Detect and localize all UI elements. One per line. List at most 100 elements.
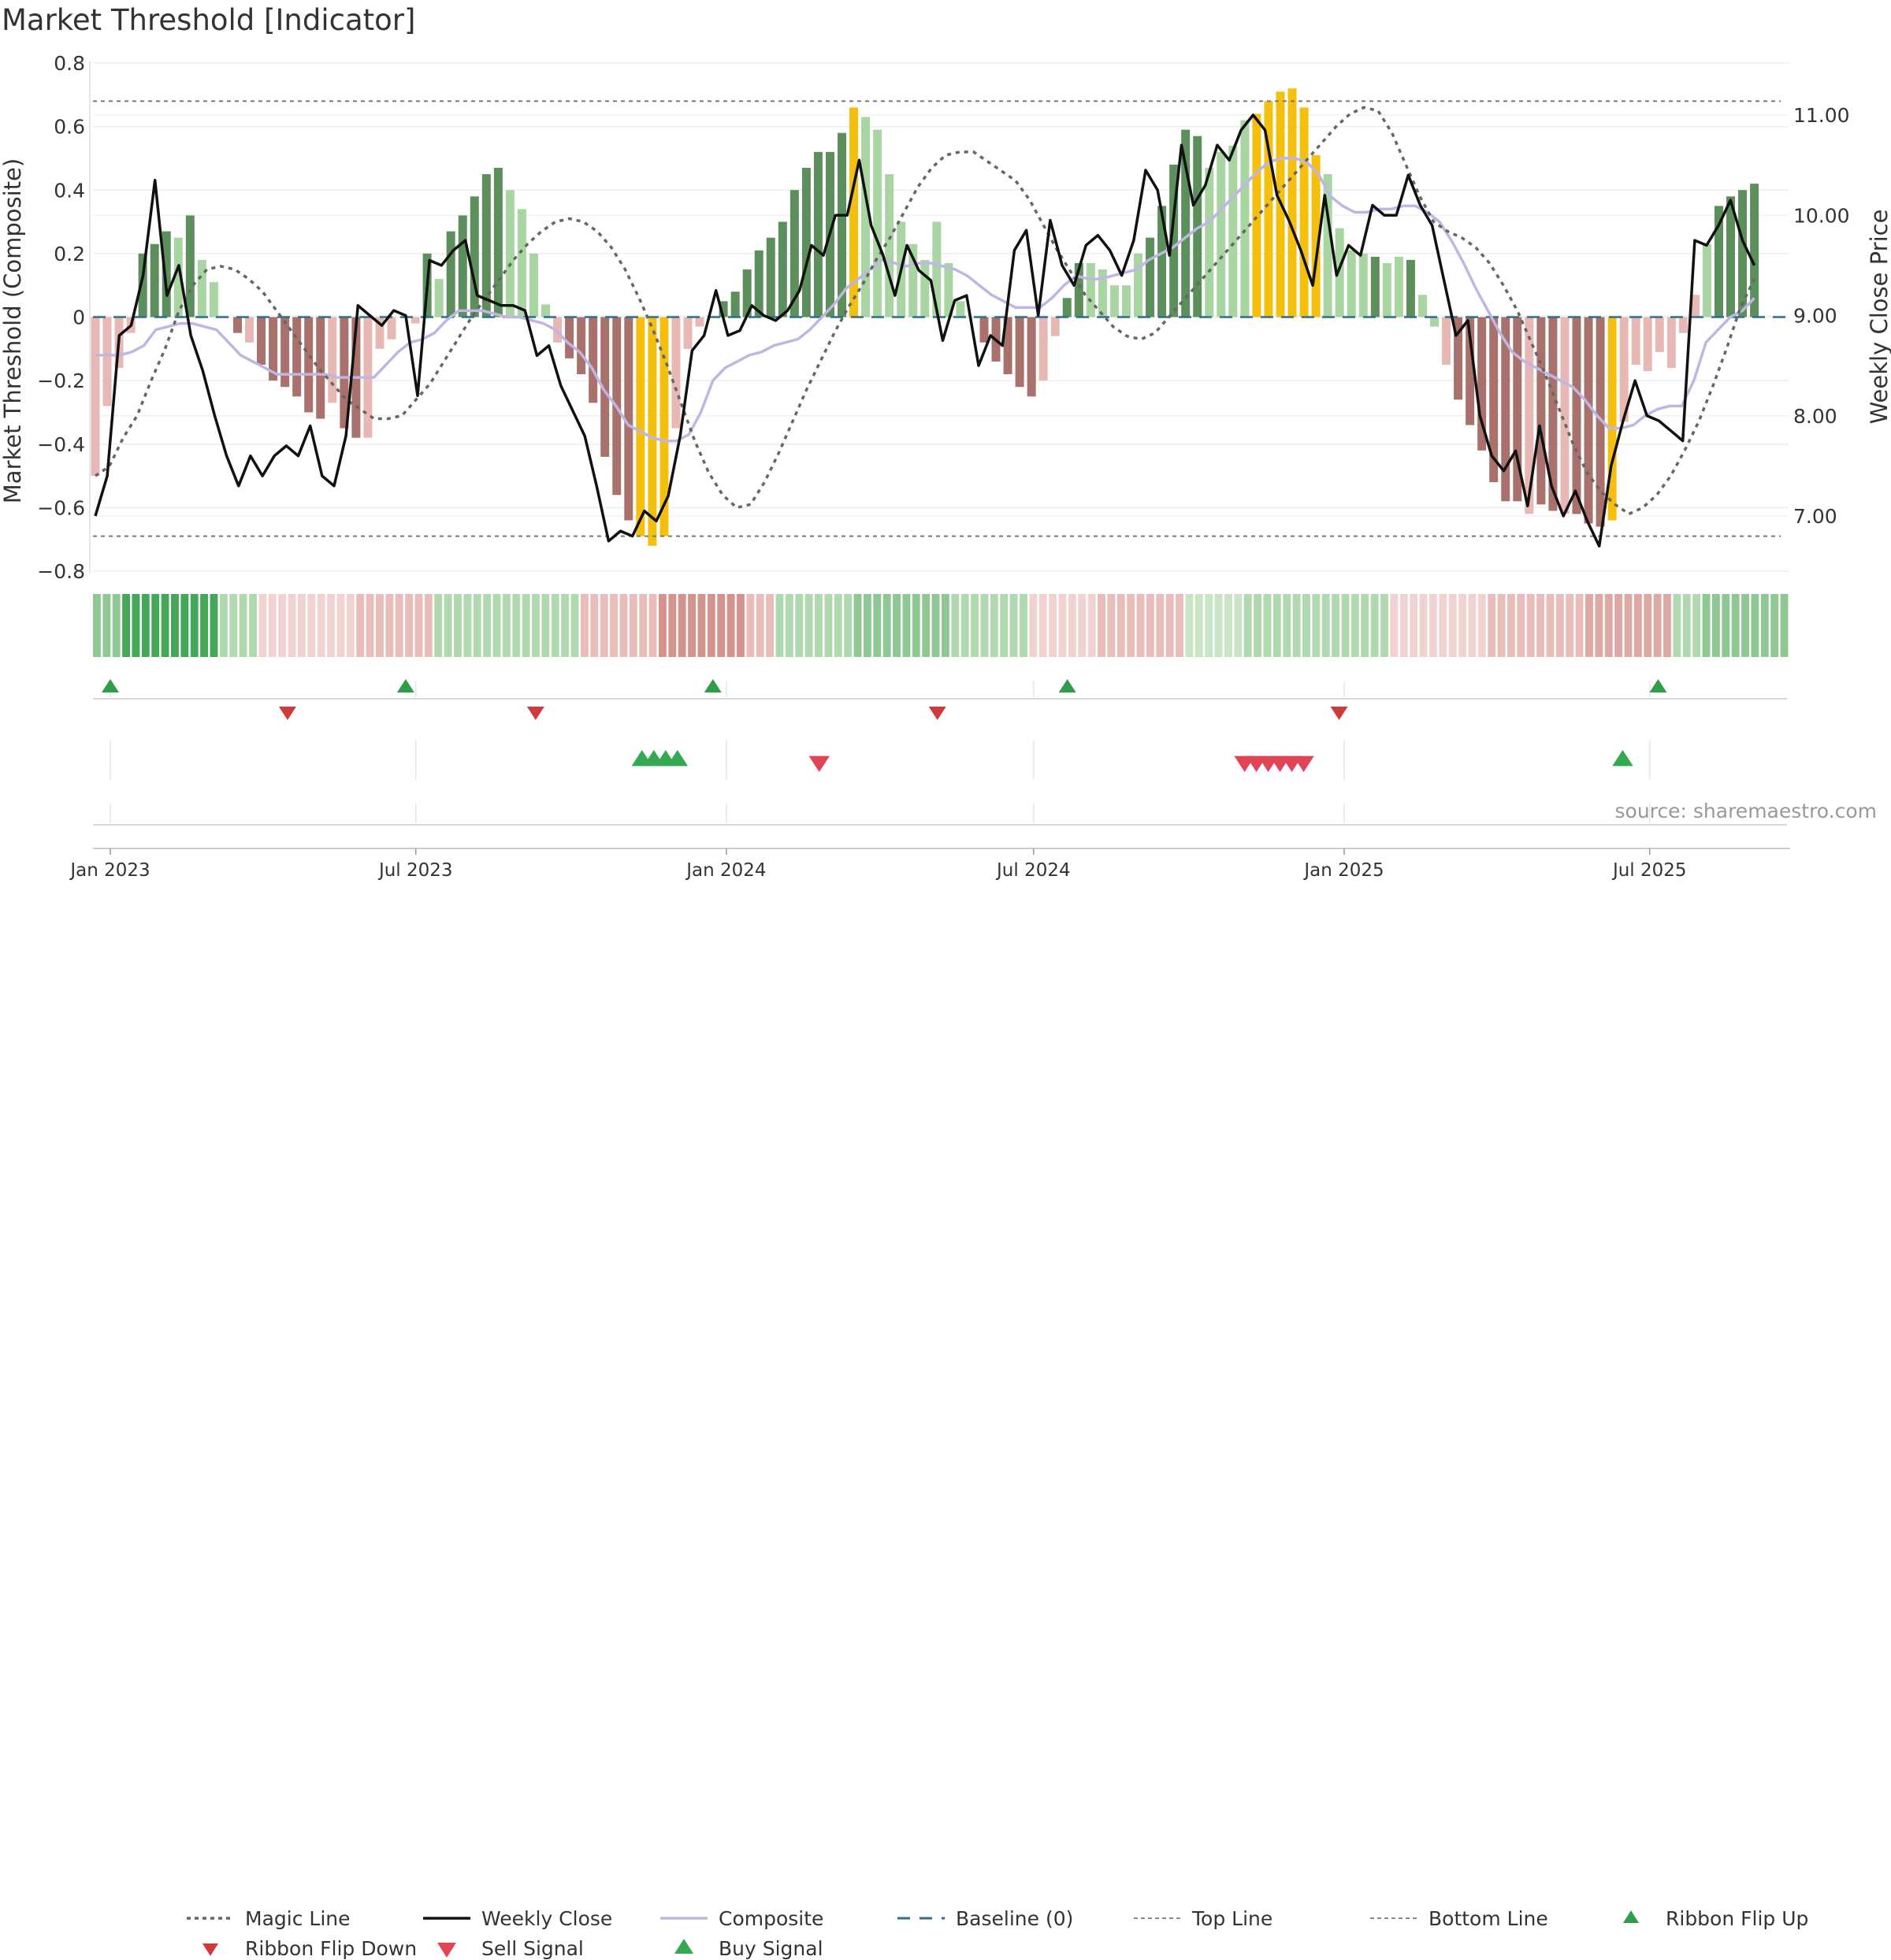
ribbon-cell-69	[766, 594, 775, 657]
legend-label-composite: Composite	[719, 1906, 824, 1930]
composite-bar-17	[292, 317, 302, 397]
ribbon-cell-64	[717, 594, 726, 657]
composite-bar-118	[1489, 317, 1499, 483]
ribbon-cell-167	[1722, 594, 1730, 657]
ribbon-cell-143	[1488, 594, 1496, 657]
composite-bar-112	[1417, 295, 1427, 317]
ribbon-cell-20	[288, 594, 296, 657]
composite-bar-27	[411, 317, 420, 324]
ribbon-cell-158	[1633, 594, 1642, 657]
ribbon-cell-106	[1127, 594, 1135, 657]
ribbon-cell-61	[688, 594, 697, 657]
ribbon-cell-81	[882, 594, 891, 657]
composite-bar-43	[600, 317, 610, 457]
composite-bar-55	[742, 269, 752, 317]
ribbon-cell-1	[102, 594, 111, 657]
ribbon-cell-131	[1370, 594, 1379, 657]
composite-bar-64	[849, 107, 859, 317]
composite-bar-134	[1678, 317, 1688, 333]
composite-bar-4	[138, 253, 147, 317]
ribbon-cell-48	[561, 594, 570, 657]
y-tick-right-2: 9.00	[1793, 305, 1837, 328]
ribbon-cell-68	[756, 594, 764, 657]
composite-bar-114	[1442, 317, 1451, 365]
composite-bar-39	[553, 317, 563, 343]
ribbon-cell-144	[1497, 594, 1506, 657]
ribbon-cell-78	[853, 594, 862, 657]
ribbon-cell-22	[307, 594, 316, 657]
legend-item-top: Top Line	[1132, 1906, 1272, 1930]
composite-bar-126	[1584, 317, 1593, 524]
ribbon-cell-122	[1283, 594, 1291, 657]
y-tick-right-3: 8.00	[1793, 405, 1837, 428]
ribbon-cell-139	[1448, 594, 1457, 657]
composite-bar-34	[493, 168, 503, 317]
magic-line	[95, 106, 1756, 516]
y-tick-right-4: 7.00	[1793, 505, 1837, 528]
composite-bar-139	[1738, 190, 1748, 317]
ribbon-cell-11	[200, 594, 209, 657]
ribbon-cell-21	[297, 594, 306, 657]
ribbon-cell-72	[795, 594, 804, 657]
ribbon-cell-120	[1263, 594, 1272, 657]
legend-label-sell: Sell Signal	[481, 1936, 584, 1960]
ribbon-flip-up-0	[102, 679, 119, 692]
ribbon-cell-6	[151, 594, 160, 657]
ribbon-cell-24	[327, 594, 335, 657]
composite-bar-30	[446, 231, 455, 317]
y-tick-left-1: 0.6	[54, 116, 85, 139]
legend-item-sell: Sell Signal	[422, 1936, 584, 1960]
legend-symbol-flipdown	[202, 1943, 218, 1956]
ribbon-cell-163	[1682, 594, 1691, 657]
composite-bar-35	[505, 190, 515, 317]
ribbon-cell-102	[1087, 594, 1096, 657]
ribbon-cell-151	[1566, 594, 1574, 657]
ribbon-cell-170	[1751, 594, 1759, 657]
ribbon-cell-127	[1332, 594, 1340, 657]
composite-bar-137	[1714, 206, 1723, 317]
composite-bar-56	[754, 250, 763, 317]
ribbon-cell-26	[346, 594, 355, 657]
legend-label-buy: Buy Signal	[719, 1936, 823, 1960]
composite-bar-58	[778, 221, 787, 317]
legend-label-bottom: Bottom Line	[1428, 1906, 1548, 1930]
ribbon-cell-39	[473, 594, 481, 657]
ribbon-cell-98	[1049, 594, 1057, 657]
ribbon-cell-33	[414, 594, 423, 657]
composite-bar-70	[920, 259, 930, 317]
ribbon-cell-129	[1350, 594, 1359, 657]
ribbon-cell-80	[873, 594, 882, 657]
composite-bar-29	[434, 279, 444, 317]
composite-bar-84	[1086, 262, 1095, 317]
legend-item-flipup: Ribbon Flip Up	[1606, 1906, 1808, 1930]
ribbon-cell-95	[1020, 594, 1027, 657]
ribbon-cell-14	[229, 594, 238, 657]
ribbon-flip-up-4	[1649, 679, 1667, 692]
composite-bar-54	[730, 291, 740, 317]
composite-bar-117	[1477, 317, 1487, 451]
composite-bar-78	[1015, 317, 1024, 388]
composite-bar-36	[517, 209, 526, 317]
ribbon-cell-166	[1711, 594, 1720, 657]
legend-label-flipdown: Ribbon Flip Down	[245, 1936, 418, 1960]
composite-bar-13	[245, 317, 254, 343]
composite-bar-24	[375, 317, 385, 349]
x-tick-label-0: Jan 2023	[69, 860, 150, 881]
ribbon-flip-up-1	[396, 679, 414, 692]
ribbon-cell-142	[1477, 594, 1486, 657]
composite-bar-104	[1323, 174, 1332, 317]
ribbon-cell-97	[1038, 594, 1047, 657]
legend-label-magic: Magic Line	[245, 1906, 351, 1930]
composite-bar-40	[565, 317, 574, 358]
ribbon-flip-down-2	[928, 707, 946, 720]
composite-bar-131	[1643, 317, 1652, 372]
composite-bar-109	[1382, 262, 1391, 317]
composite-bar-46	[636, 317, 645, 536]
ribbon-cell-7	[161, 594, 169, 657]
legend-symbol-baseline	[897, 1917, 945, 1920]
ribbon-cell-155	[1604, 594, 1613, 657]
composite-bar-136	[1702, 243, 1711, 317]
composite-bar-127	[1596, 317, 1605, 527]
legend-item-baseline: Baseline (0)	[896, 1906, 1073, 1930]
composite-bar-119	[1501, 317, 1510, 502]
